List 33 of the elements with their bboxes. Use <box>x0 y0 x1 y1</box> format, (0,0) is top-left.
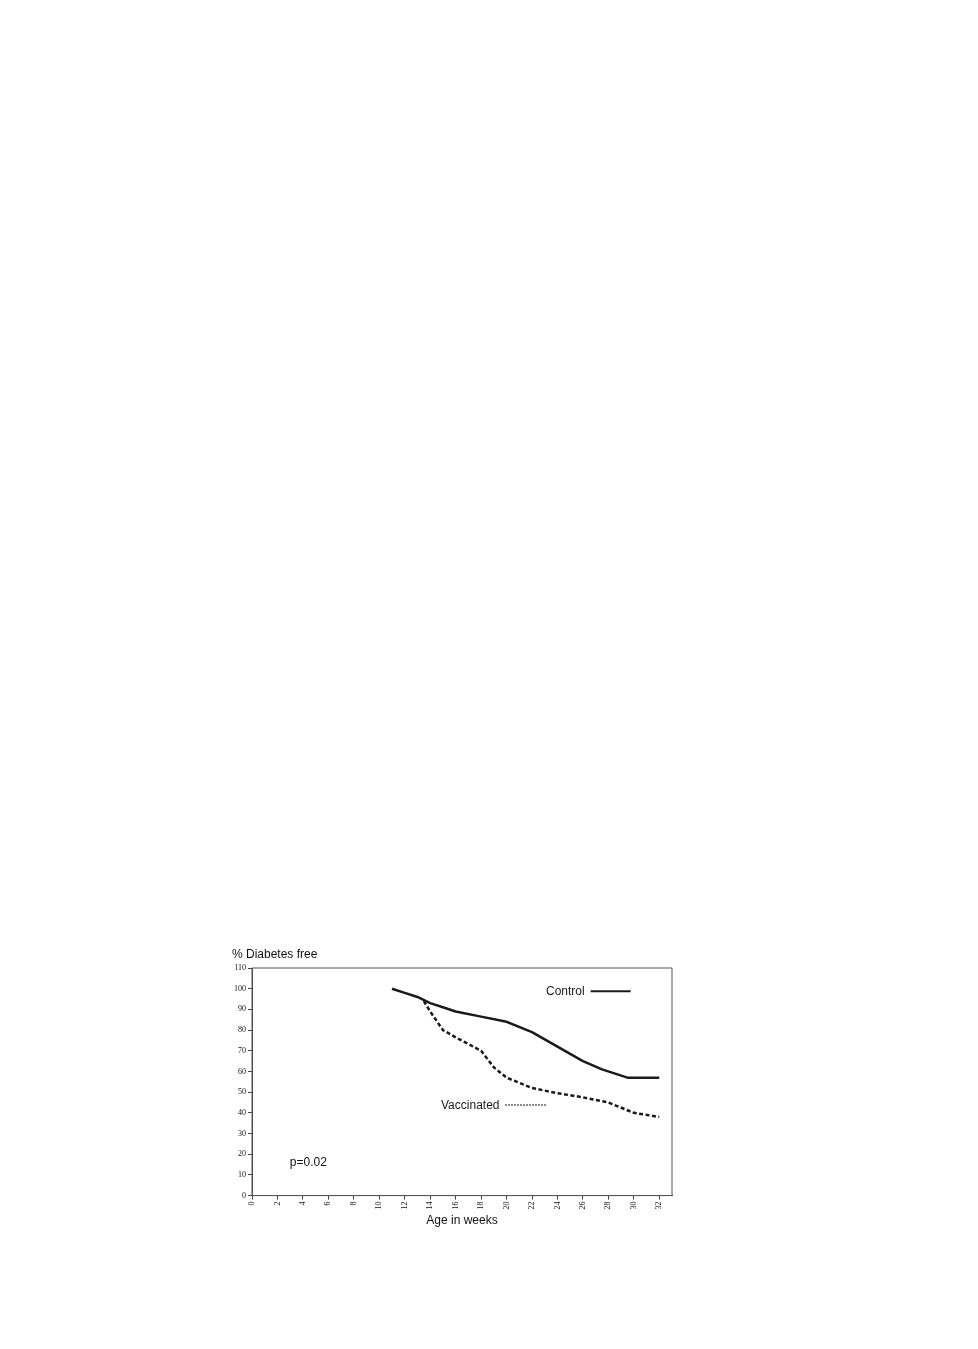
x-tick-label: 22 <box>527 1201 537 1210</box>
y-tick-label: 50 <box>238 1087 246 1097</box>
y-tick-label: 100 <box>234 983 246 993</box>
y-tick-label: 60 <box>238 1066 246 1076</box>
x-tick-label: 6 <box>323 1201 333 1206</box>
y-tick-label: 10 <box>238 1170 246 1179</box>
y-tick-label: 80 <box>238 1025 246 1035</box>
x-tick-label: 24 <box>552 1201 562 1210</box>
y-tick-label: 40 <box>238 1107 246 1117</box>
x-tick-label: 28 <box>603 1201 613 1210</box>
x-tick-label: 18 <box>476 1201 486 1210</box>
x-tick-label: 30 <box>628 1201 638 1210</box>
x-tick-label: 4 <box>298 1201 307 1206</box>
x-tick-label: 10 <box>374 1201 384 1210</box>
x-tick-label: 2 <box>272 1201 282 1206</box>
x-tick-label: 26 <box>578 1201 587 1210</box>
x-tick-label: 8 <box>348 1201 358 1206</box>
y-tick-label: 70 <box>238 1045 246 1055</box>
x-axis-title: Age in weeks <box>426 1213 498 1228</box>
x-tick-label: 20 <box>501 1201 511 1210</box>
x-tick-label: 16 <box>450 1201 460 1210</box>
legend-label: Control <box>546 984 585 999</box>
x-tick-label: 14 <box>425 1201 435 1210</box>
annotation: p=0.02 <box>289 1155 328 1170</box>
x-tick-label: 0 <box>247 1201 257 1206</box>
y-tick-label: 90 <box>238 1004 246 1014</box>
y-tick-label: 30 <box>238 1128 246 1138</box>
x-tick-label: 32 <box>654 1201 664 1210</box>
y-tick-label: 20 <box>238 1149 246 1159</box>
legend-label: Vaccinated <box>441 1098 500 1113</box>
x-tick-label: 12 <box>399 1201 409 1210</box>
y-axis-title: % Diabetes free <box>232 947 318 961</box>
y-tick-label: 110 <box>234 963 246 973</box>
